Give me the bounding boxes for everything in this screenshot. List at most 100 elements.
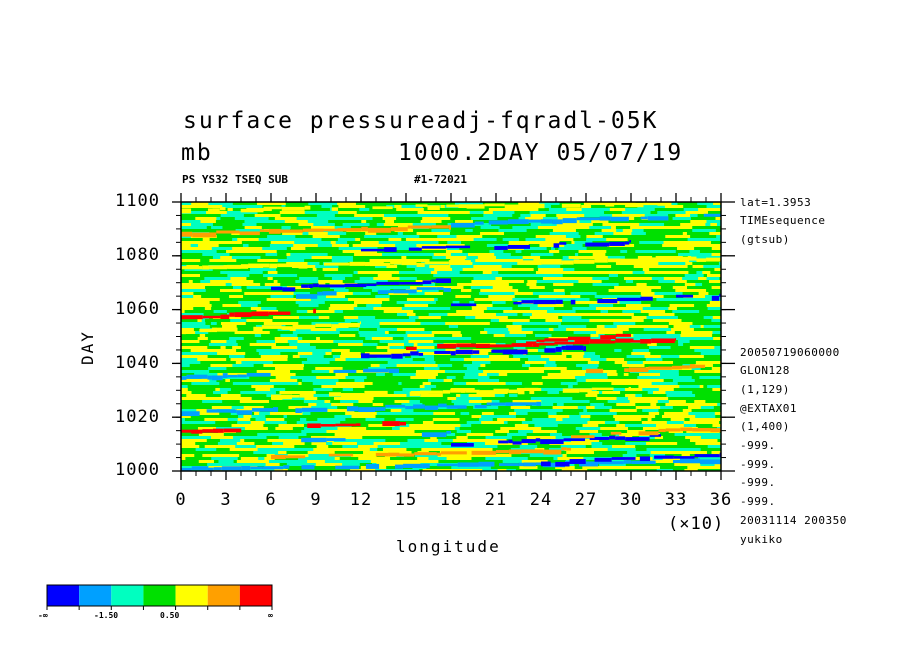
heatmap-cell: [199, 274, 228, 278]
heatmap-cell: [295, 373, 321, 377]
heatmap-cell: [417, 241, 440, 245]
heatmap-cell: [690, 220, 708, 224]
heatmap-cell: [329, 316, 345, 320]
heatmap-cell: [274, 217, 294, 221]
heatmap-cell: [591, 220, 610, 224]
heatmap-cell: [276, 268, 288, 272]
heatmap-cell: [426, 229, 433, 233]
heatmap-cell: [354, 268, 377, 272]
heatmap-cell: [656, 403, 667, 407]
heatmap-cell: [187, 259, 201, 263]
heatmap-cell: [369, 208, 397, 212]
heatmap-band: [651, 338, 675, 344]
heatmap-cell: [521, 325, 549, 329]
heatmap-cell: [585, 379, 614, 383]
heatmap-band: [295, 408, 302, 414]
heatmap-cell: [303, 208, 331, 212]
heatmap-cell: [232, 334, 256, 338]
heatmap-cell: [490, 298, 513, 302]
heatmap-cell: [406, 445, 432, 449]
heatmap-cell: [219, 289, 243, 293]
heatmap-cell: [257, 436, 268, 440]
heatmap-cell: [296, 310, 308, 314]
x-tick-label: 21: [484, 490, 508, 510]
heatmap-cell: [345, 286, 364, 290]
heatmap-cell: [309, 349, 333, 353]
side-info-line: @EXTAX01: [740, 402, 797, 415]
heatmap-cell: [575, 427, 601, 431]
heatmap-cell: [216, 448, 231, 452]
heatmap-cell: [463, 364, 481, 368]
heatmap-cell: [455, 418, 461, 422]
heatmap-cell: [684, 274, 705, 278]
heatmap-cell: [315, 391, 322, 395]
heatmap-band: [610, 216, 629, 222]
heatmap-cell: [546, 247, 552, 251]
heatmap-cell: [555, 418, 564, 422]
heatmap-cell: [690, 397, 714, 401]
heatmap-cell: [395, 247, 420, 251]
heatmap-cell: [298, 316, 320, 320]
heatmap-cell: [600, 310, 609, 314]
heatmap-cell: [650, 247, 678, 251]
heatmap-cell: [269, 244, 294, 248]
heatmap-cell: [320, 301, 326, 305]
heatmap-cell: [478, 247, 496, 251]
heatmap-cell: [584, 400, 591, 404]
heatmap-cell: [518, 217, 526, 221]
heatmap-cell: [593, 268, 620, 272]
heatmap-cell: [610, 364, 617, 368]
heatmap-cell: [352, 382, 358, 386]
heatmap-cell: [219, 412, 232, 416]
heatmap-cell: [520, 370, 545, 374]
heatmap-cell: [331, 292, 354, 296]
heatmap-band: [211, 375, 223, 381]
heatmap-cell: [181, 274, 201, 278]
heatmap-cell: [455, 412, 462, 416]
heatmap-cell: [662, 352, 675, 356]
heatmap-band: [650, 257, 662, 262]
heatmap-band: [399, 421, 406, 426]
heatmap-cell: [390, 457, 407, 461]
heatmap-cell: [355, 334, 360, 338]
heatmap-cell: [315, 265, 340, 269]
heatmap-cell: [285, 370, 291, 374]
heatmap-cell: [602, 286, 615, 290]
heatmap-cell: [441, 208, 462, 212]
heatmap-cell: [551, 247, 556, 251]
heatmap-cell: [550, 307, 555, 311]
heatmap-cell: [508, 211, 516, 215]
heatmap-cell: [620, 250, 628, 254]
heatmap-cell: [691, 469, 699, 471]
heatmap-cell: [313, 448, 325, 452]
heatmap-cell: [296, 217, 322, 221]
heatmap-cell: [640, 310, 666, 314]
heatmap-cell: [249, 343, 277, 347]
heatmap-cell: [340, 400, 359, 404]
heatmap-cell: [306, 433, 322, 437]
heatmap-cell: [268, 400, 283, 404]
heatmap-cell: [506, 202, 519, 206]
heatmap-cell: [330, 241, 337, 245]
heatmap-cell: [522, 310, 548, 314]
heatmap-cell: [467, 436, 487, 440]
heatmap-cell: [672, 451, 692, 455]
heatmap-cell: [272, 355, 289, 359]
heatmap-band: [382, 421, 400, 427]
heatmap-cell: [338, 265, 358, 269]
heatmap-cell: [199, 445, 206, 449]
heatmap-cell: [341, 277, 346, 281]
heatmap-cell: [279, 238, 307, 242]
heatmap-cell: [659, 265, 689, 269]
heatmap-cell: [420, 223, 437, 227]
heatmap-cell: [462, 280, 472, 284]
heatmap-cell: [666, 238, 689, 242]
heatmap-cell: [662, 322, 670, 326]
heatmap-cell: [650, 220, 672, 224]
heatmap-cell: [302, 337, 317, 341]
heatmap-cell: [209, 379, 218, 383]
heatmap-cell: [181, 229, 209, 233]
heatmap-cell: [562, 418, 580, 422]
heatmap-cell: [376, 268, 381, 272]
heatmap-cell: [353, 373, 377, 377]
